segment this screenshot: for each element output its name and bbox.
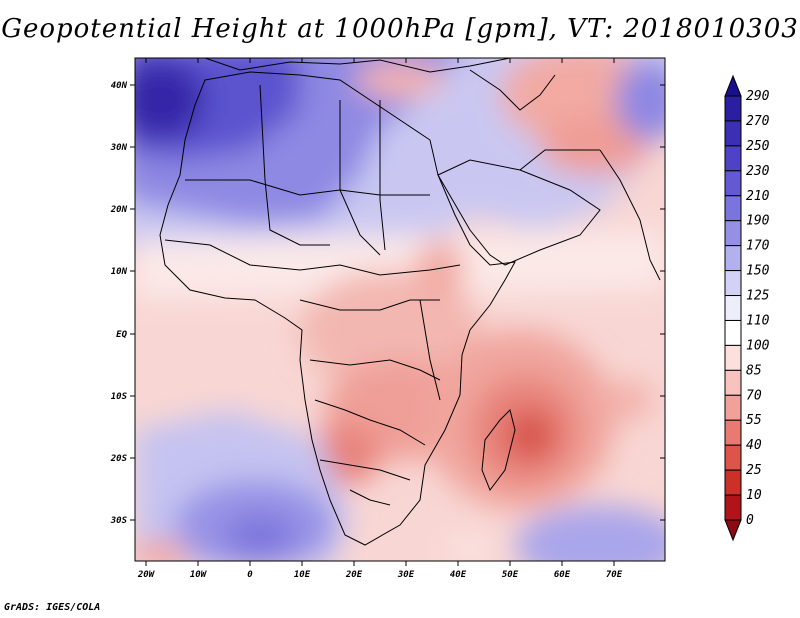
colorbar-swatch [724, 120, 742, 147]
colorbar-top-arrow [724, 74, 742, 97]
lat-label: 10S [111, 392, 128, 402]
colorbar-bottom-arrow [724, 519, 742, 542]
colorbar-swatch [724, 245, 742, 272]
lon-label: 0 [247, 570, 253, 580]
colorbar-swatch [724, 270, 742, 297]
colorbar-label: 100 [746, 338, 770, 353]
colorbar-swatch [724, 145, 742, 172]
colorbar: 2902702502302101901701501251101008570554… [724, 74, 770, 542]
colorbar-label: 40 [746, 438, 762, 453]
colorbar-label: 85 [746, 363, 762, 378]
longitude-axis: 20W 10W 0 10E 20E 30E 40E 50E 60E 70E [137, 58, 623, 580]
colorbar-label: 125 [746, 289, 770, 304]
colorbar-swatch [724, 444, 742, 471]
colorbar-label: 290 [746, 89, 770, 104]
colorbar-label: 210 [746, 189, 770, 204]
lon-label: 60E [554, 570, 571, 580]
colorbar-swatch [724, 419, 742, 446]
colorbar-label: 70 [746, 388, 762, 403]
lon-label: 10W [190, 570, 208, 580]
colorbar-label: 10 [746, 488, 762, 503]
map-frame [134, 57, 666, 562]
lon-label: 40E [450, 570, 467, 580]
lon-label: 30E [397, 570, 415, 580]
colorbar-swatch [724, 295, 742, 321]
colorbar-label: 190 [746, 214, 770, 229]
colorbar-swatch [724, 170, 742, 197]
colorbar-label: 230 [746, 164, 770, 179]
colorbar-swatch [724, 319, 742, 346]
lon-label: 20E [345, 570, 363, 580]
grads-credit: GrADS: IGES/COLA [4, 602, 101, 613]
coastlines [159, 58, 661, 546]
lat-label: 30S [110, 516, 128, 526]
colorbar-label: 250 [746, 139, 770, 154]
map-title: Geopotential Height at 1000hPa [gpm], VT… [1, 14, 799, 44]
lon-label: 50E [502, 570, 519, 580]
lat-label: EQ [116, 330, 127, 340]
colorbar-label: 150 [746, 264, 770, 279]
colorbar-swatch [724, 344, 742, 371]
lon-label: 10E [294, 570, 311, 580]
lat-label: 20S [110, 454, 128, 464]
lat-label: 40N [111, 81, 128, 91]
latitude-axis: 40N 30N 20N 10N EQ 10S 20S 30S [110, 81, 665, 526]
colorbar-swatch [724, 394, 742, 421]
lat-label: 10N [111, 267, 128, 277]
lat-label: 20N [110, 205, 128, 215]
colorbar-swatch [724, 220, 742, 247]
colorbar-label: 270 [746, 114, 770, 129]
lon-label: 70E [606, 570, 623, 580]
height-field [135, 58, 665, 561]
lat-label: 30N [110, 143, 128, 153]
colorbar-swatch [724, 469, 742, 496]
colorbar-label: 170 [746, 239, 770, 254]
colorbar-swatch [724, 369, 742, 396]
lon-label: 20W [137, 570, 156, 580]
colorbar-label: 0 [746, 513, 754, 528]
colorbar-swatch [724, 95, 742, 122]
colorbar-swatch [724, 195, 742, 222]
colorbar-label: 25 [746, 463, 762, 478]
colorbar-swatch [724, 494, 742, 521]
colorbar-label: 55 [746, 413, 762, 428]
colorbar-label: 110 [746, 313, 770, 328]
